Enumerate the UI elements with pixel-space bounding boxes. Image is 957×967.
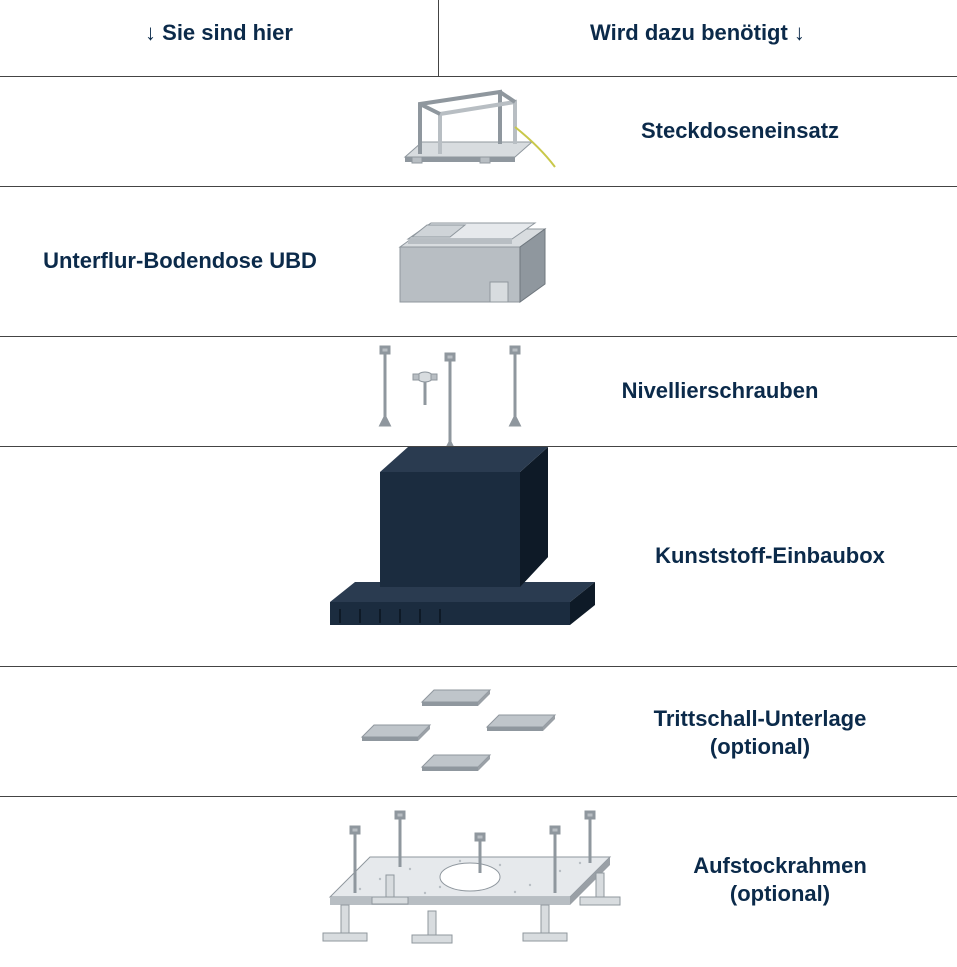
row-unterflur-bodendose: Unterflur-Bodendose UBD — [0, 186, 957, 337]
label-unterflur-bodendose: Unterflur-Bodendose UBD — [0, 247, 360, 275]
header: ↓ Sie sind hier Wird dazu benötigt ↓ — [0, 0, 957, 76]
label-steckdoseneinsatz: Steckdoseneinsatz — [560, 117, 920, 145]
label-einbaubox: Kunststoff-Einbaubox — [590, 542, 950, 570]
trittschall-illustration — [320, 667, 580, 797]
header-right-label: Wird dazu benötigt ↓ — [438, 20, 957, 46]
label-trittschall: Trittschall-Unterlage (optional) — [580, 705, 940, 760]
aufstockrahmen-illustration — [290, 797, 630, 967]
row-kunststoff-einbaubox: Kunststoff-Einbaubox — [0, 446, 957, 667]
row-steckdoseneinsatz: Steckdoseneinsatz — [0, 76, 957, 187]
bodendose-illustration — [340, 187, 580, 337]
header-left-label: ↓ Sie sind hier — [0, 20, 438, 46]
einbaubox-illustration — [300, 447, 600, 667]
row-nivellierschrauben: Nivellierschrauben — [0, 336, 957, 447]
label-nivellierschrauben: Nivellierschrauben — [520, 377, 920, 405]
row-aufstockrahmen: Aufstockrahmen (optional) — [0, 796, 957, 967]
label-aufstockrahmen: Aufstockrahmen (optional) — [620, 852, 940, 907]
row-trittschall-unterlage: Trittschall-Unterlage (optional) — [0, 666, 957, 797]
steckdoseneinsatz-illustration — [350, 77, 570, 187]
